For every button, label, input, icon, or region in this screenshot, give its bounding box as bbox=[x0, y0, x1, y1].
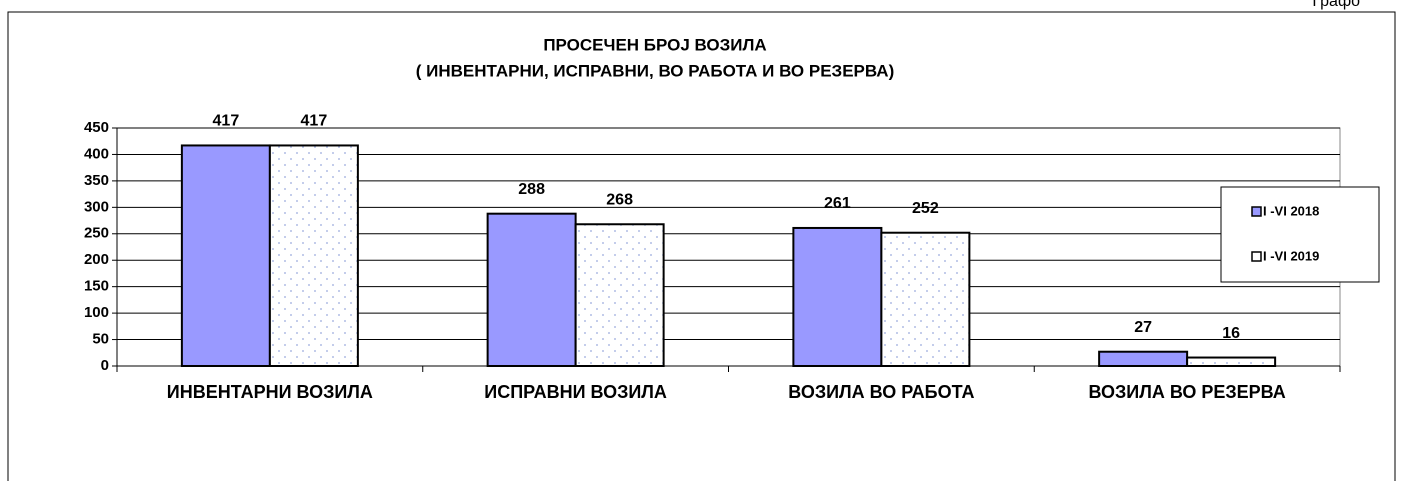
value-label: 27 bbox=[1134, 319, 1152, 336]
x-tick-label: ИСПРАВНИ ВОЗИЛА bbox=[484, 382, 667, 402]
y-tick-label: 0 bbox=[101, 357, 109, 374]
legend-label: I -VI 2018 bbox=[1263, 203, 1319, 218]
chart-title: ПРОСЕЧЕН БРОЈ ВОЗИЛА bbox=[543, 35, 766, 54]
value-label: 268 bbox=[606, 191, 633, 208]
value-label: 252 bbox=[912, 200, 939, 217]
value-label: 288 bbox=[518, 181, 545, 198]
y-tick-label: 300 bbox=[84, 198, 109, 215]
bar bbox=[268, 144, 359, 367]
bar bbox=[180, 144, 271, 367]
page-label: Графо bbox=[1312, 0, 1360, 10]
legend-swatch bbox=[1251, 206, 1262, 217]
y-tick-label: 150 bbox=[84, 278, 109, 295]
chart-subtitle: ( ИНВЕНТАРНИ, ИСПРАВНИ, ВО РАБОТА И ВО Р… bbox=[416, 61, 895, 80]
chart-border bbox=[7, 11, 1396, 486]
y-tick-label: 450 bbox=[84, 119, 109, 136]
bar bbox=[880, 231, 971, 367]
y-tick-label: 250 bbox=[84, 225, 109, 242]
value-label: 261 bbox=[824, 195, 851, 212]
legend-swatch bbox=[1251, 251, 1262, 262]
x-tick-label: ВОЗИЛА ВО РАБОТА bbox=[788, 382, 974, 402]
bar bbox=[486, 212, 577, 367]
y-tick-label: 100 bbox=[84, 304, 109, 321]
bar bbox=[1186, 356, 1277, 368]
bar bbox=[792, 226, 883, 367]
y-tick-label: 50 bbox=[92, 331, 109, 348]
bar bbox=[1098, 350, 1189, 368]
value-label: 417 bbox=[301, 113, 328, 130]
bar bbox=[574, 223, 665, 367]
value-label: 417 bbox=[213, 113, 240, 130]
value-label: 16 bbox=[1222, 325, 1240, 342]
legend-box bbox=[1220, 186, 1380, 283]
y-tick-label: 400 bbox=[84, 145, 109, 162]
x-tick-label: ВОЗИЛА ВО РЕЗЕРВА bbox=[1088, 382, 1285, 402]
y-tick-label: 200 bbox=[84, 251, 109, 268]
x-tick-label: ИНВЕНТАРНИ ВОЗИЛА bbox=[167, 382, 373, 402]
legend-label: I -VI 2019 bbox=[1263, 248, 1319, 263]
y-tick-label: 350 bbox=[84, 172, 109, 189]
